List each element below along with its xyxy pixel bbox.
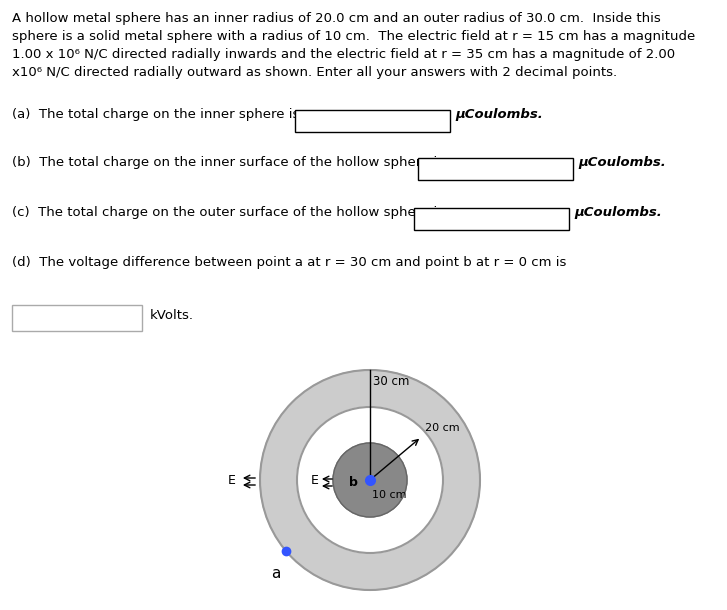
Text: sphere is a solid metal sphere with a radius of 10 cm.  The electric field at r : sphere is a solid metal sphere with a ra… <box>12 30 695 43</box>
Bar <box>295 110 450 132</box>
Text: 20 cm: 20 cm <box>425 423 460 433</box>
Text: μCoulombs.: μCoulombs. <box>578 156 666 169</box>
Circle shape <box>260 370 480 590</box>
Text: E: E <box>228 474 236 487</box>
Text: μCoulombs.: μCoulombs. <box>455 108 543 121</box>
Circle shape <box>333 443 407 517</box>
Text: kVolts.: kVolts. <box>150 309 194 322</box>
Text: (d)  The voltage difference between point a at r = 30 cm and point b at r = 0 cm: (d) The voltage difference between point… <box>12 256 566 269</box>
Circle shape <box>297 407 443 553</box>
Bar <box>418 158 573 180</box>
Bar <box>414 208 569 230</box>
Bar <box>12 305 142 331</box>
Text: (a)  The total charge on the inner sphere is: (a) The total charge on the inner sphere… <box>12 108 300 121</box>
Text: b: b <box>349 476 358 489</box>
Text: x10⁶ N/C directed radially outward as shown. Enter all your answers with 2 decim: x10⁶ N/C directed radially outward as sh… <box>12 66 617 79</box>
Text: 30 cm: 30 cm <box>373 375 409 388</box>
Text: μCoulombs.: μCoulombs. <box>574 206 662 219</box>
Text: a: a <box>271 565 281 581</box>
Text: 10 cm: 10 cm <box>372 490 406 500</box>
Text: (c)  The total charge on the outer surface of the hollow sphere is: (c) The total charge on the outer surfac… <box>12 206 444 219</box>
Text: (b)  The total charge on the inner surface of the hollow sphere is: (b) The total charge on the inner surfac… <box>12 156 444 169</box>
Text: 1.00 x 10⁶ N/C directed radially inwards and the electric field at r = 35 cm has: 1.00 x 10⁶ N/C directed radially inwards… <box>12 48 675 61</box>
Text: E: E <box>311 474 319 487</box>
Text: A hollow metal sphere has an inner radius of 20.0 cm and an outer radius of 30.0: A hollow metal sphere has an inner radiu… <box>12 12 661 25</box>
